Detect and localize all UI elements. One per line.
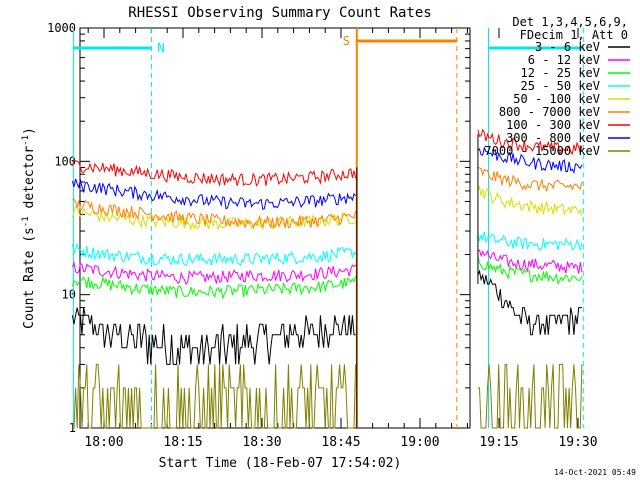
series-line-3-seg2 — [477, 231, 583, 252]
y-tick-label: 10 — [62, 288, 76, 302]
legend-entry-label: 6 - 12 keV — [528, 53, 600, 67]
chart-title: RHESSI Observing Summary Count Rates — [128, 5, 431, 21]
series-line-8-seg1 — [72, 363, 357, 429]
y-axis-label-sup2: -1 — [21, 135, 31, 146]
x-tick-label: 19:30 — [558, 435, 597, 450]
legend-header-line-1: Det 1,3,4,5,6,9, — [512, 15, 628, 29]
y-tick-label: 1 — [69, 421, 76, 435]
series-line-2-seg1 — [71, 275, 357, 300]
legend-header-line-2: FDecim 1, Att 0 — [520, 28, 628, 42]
x-tick-label: 18:30 — [242, 435, 281, 450]
series-line-4-seg1 — [71, 206, 356, 232]
legend-entry-label: 25 - 50 keV — [521, 79, 600, 93]
saa-label: S — [343, 34, 350, 48]
series-line-7-seg1 — [72, 198, 357, 230]
series-line-2-seg2 — [477, 255, 583, 286]
series-line-0-seg1 — [71, 307, 356, 365]
series-line-6-seg2 — [477, 146, 583, 175]
y-axis-label-sup1: -1 — [21, 216, 31, 227]
y-axis-label-part2: detector — [22, 146, 37, 217]
legend-entry-label: 7000 - 15000 keV — [484, 144, 600, 158]
x-tick-label: 18:45 — [321, 435, 360, 450]
series-line-1-seg2 — [477, 249, 583, 274]
series-line-3-seg1 — [71, 242, 357, 267]
y-axis-label-part1: Count Rate (s — [22, 227, 37, 329]
night-label: N — [157, 41, 164, 55]
x-tick-label: 18:15 — [163, 435, 202, 450]
legend-entry-label: 50 - 100 keV — [513, 92, 600, 106]
legend-entry-label: 300 - 800 keV — [506, 131, 600, 145]
series-line-4-seg2 — [477, 184, 583, 216]
series-line-5-seg1 — [71, 158, 357, 187]
y-tick-label: 100 — [54, 154, 76, 168]
series-line-0-seg2 — [477, 269, 582, 336]
x-tick-label: 19:00 — [400, 435, 439, 450]
timestamp: 14-Oct-2021 05:49 — [554, 468, 636, 477]
series-line-1-seg1 — [71, 261, 356, 285]
legend-entry-label: 3 - 6 keV — [535, 40, 600, 54]
x-tick-label: 19:15 — [479, 435, 518, 450]
legend-entry-label: 12 - 25 keV — [521, 66, 600, 80]
series-line-7-seg2 — [477, 166, 583, 192]
series-line-8-seg2 — [477, 363, 583, 429]
y-tick-label: 1000 — [47, 21, 76, 35]
legend-entry-label: 100 - 300 keV — [506, 118, 600, 132]
y-axis-label-part3: ) — [22, 127, 37, 135]
x-tick-label: 18:00 — [84, 435, 123, 450]
series-line-5-seg2 — [477, 128, 583, 156]
y-axis-label: Count Rate (s-1 detector-1) — [21, 127, 37, 329]
series-layer — [71, 128, 583, 429]
y-axis-ticks: 1 10 100 1000 — [47, 21, 470, 435]
series-line-6-seg1 — [71, 178, 356, 211]
x-axis-label: Start Time (18-Feb-07 17:54:02) — [159, 456, 402, 471]
legend-entry-label: 800 - 7000 keV — [499, 105, 600, 119]
plot-frame — [79, 27, 471, 429]
